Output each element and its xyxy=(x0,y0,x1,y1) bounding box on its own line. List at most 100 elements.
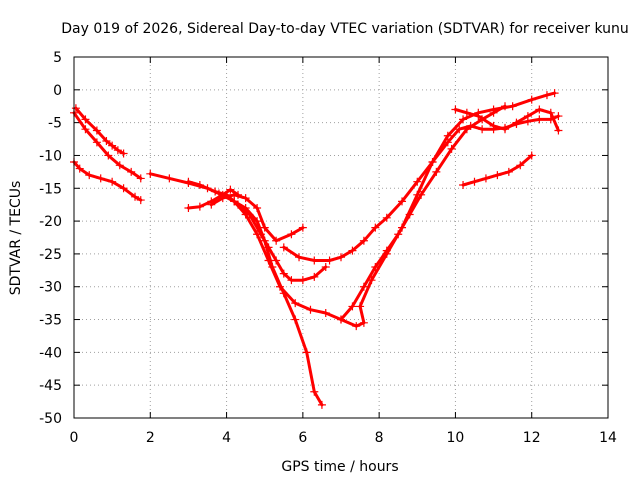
y-tick-label: 0 xyxy=(53,83,62,99)
data-point xyxy=(462,108,471,117)
data-point xyxy=(253,203,262,212)
series-track-3 xyxy=(71,104,128,158)
x-tick-label: 14 xyxy=(599,430,617,446)
series-trace xyxy=(339,104,507,321)
x-tick-label: 8 xyxy=(375,430,384,446)
data-point xyxy=(298,223,307,232)
data-point xyxy=(542,91,551,100)
y-tick-label: 5 xyxy=(53,50,62,66)
series-trace xyxy=(453,108,560,132)
data-point xyxy=(195,180,204,189)
data-point xyxy=(310,387,319,396)
data-point xyxy=(165,174,174,183)
data-point xyxy=(321,263,330,272)
data-point xyxy=(146,169,155,178)
data-point xyxy=(272,236,281,245)
data-point xyxy=(81,125,90,134)
data-point xyxy=(337,253,345,262)
x-tick-label: 6 xyxy=(298,430,307,446)
data-point xyxy=(455,125,464,134)
data-point xyxy=(394,230,403,239)
x-axis-label: GPS time / hours xyxy=(281,459,398,475)
data-point xyxy=(253,230,262,239)
x-tick-label: 10 xyxy=(447,430,465,446)
plot-frame xyxy=(73,56,609,419)
data-point xyxy=(272,256,281,265)
data-point xyxy=(264,256,273,265)
data-point xyxy=(108,141,117,150)
data-point xyxy=(508,102,517,111)
series-trace xyxy=(72,160,143,202)
data-point xyxy=(241,210,250,219)
data-point xyxy=(382,213,391,222)
y-tick-label: -50 xyxy=(39,411,62,427)
data-point xyxy=(489,108,498,117)
data-point xyxy=(302,348,311,357)
data-point xyxy=(459,180,468,189)
data-point xyxy=(96,174,105,183)
data-point xyxy=(470,177,479,186)
series-track-11 xyxy=(451,105,563,135)
data-point xyxy=(428,158,437,167)
y-tick-label: -10 xyxy=(39,148,62,164)
data-point xyxy=(75,164,84,173)
data-point xyxy=(535,115,544,124)
data-point xyxy=(136,196,145,205)
data-point xyxy=(443,138,452,147)
data-point xyxy=(104,151,113,160)
data-point xyxy=(489,121,498,130)
data-point xyxy=(119,184,128,193)
data-point xyxy=(546,108,555,117)
data-point xyxy=(466,121,475,130)
series-track-2 xyxy=(70,158,145,205)
y-tick-label: -40 xyxy=(39,345,62,361)
data-point xyxy=(310,256,319,265)
data-point xyxy=(371,263,380,272)
data-point xyxy=(417,190,426,199)
data-point xyxy=(481,174,490,183)
data-point xyxy=(527,95,536,104)
y-tick-label: -35 xyxy=(39,313,62,329)
data-point xyxy=(516,161,525,170)
data-point xyxy=(356,302,365,311)
data-point xyxy=(260,223,269,232)
data-point xyxy=(113,146,122,155)
data-point xyxy=(527,151,536,160)
data-point xyxy=(279,243,288,252)
y-tick-label: -30 xyxy=(39,280,62,296)
data-point xyxy=(352,322,361,331)
data-point xyxy=(447,144,456,153)
data-point xyxy=(405,210,414,219)
data-point xyxy=(459,115,468,124)
data-point xyxy=(413,177,422,186)
data-point xyxy=(119,149,128,158)
data-point xyxy=(287,276,296,285)
data-point xyxy=(317,400,326,409)
x-tick-label: 2 xyxy=(146,430,155,446)
data-point xyxy=(131,192,140,201)
data-point xyxy=(325,256,334,265)
series-track-7 xyxy=(207,190,307,245)
data-point xyxy=(550,89,559,98)
data-point xyxy=(478,125,487,134)
data-point xyxy=(535,105,544,114)
data-point xyxy=(523,112,532,121)
data-point xyxy=(382,246,391,255)
data-point xyxy=(451,105,460,114)
data-point xyxy=(127,167,136,176)
data-point xyxy=(218,194,227,203)
data-point xyxy=(348,246,357,255)
data-point xyxy=(71,104,80,113)
series-track-1 xyxy=(70,108,145,183)
grid xyxy=(74,57,608,418)
y-tick-label: -45 xyxy=(39,378,62,394)
data-point xyxy=(275,282,284,291)
data-point xyxy=(337,315,345,324)
y-axis-label: SDTVAR / TECUs xyxy=(8,181,24,296)
data-point xyxy=(474,112,483,121)
data-point xyxy=(295,253,304,262)
data-point xyxy=(108,177,117,186)
data-point xyxy=(298,276,307,285)
